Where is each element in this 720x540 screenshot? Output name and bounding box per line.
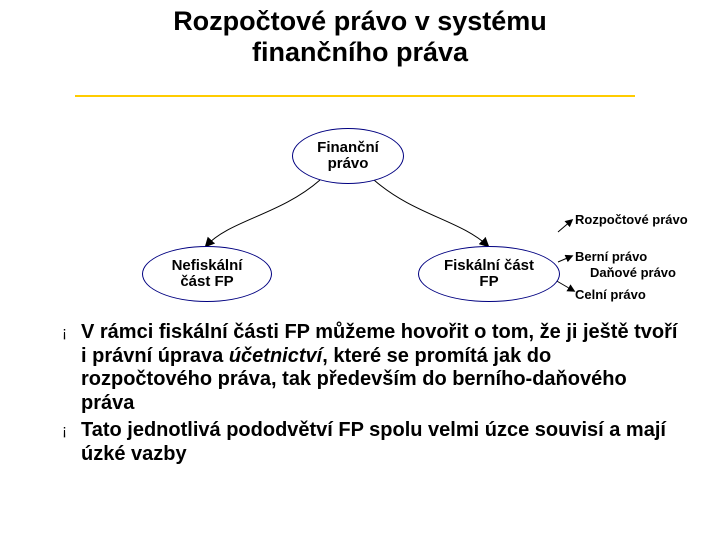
node-left-line1: Nefiskální: [172, 257, 243, 274]
bullet-item: ¡ Tato jednotlivá pododvětví FP spolu vel…: [62, 419, 682, 466]
node-top-line2: právo: [328, 155, 369, 172]
bullet-marker: ¡: [62, 419, 67, 443]
bullet-marker: ¡: [62, 321, 67, 345]
bullet-item: ¡ V rámci fiskální části FP můžeme hovoři…: [62, 321, 682, 415]
node-nefiskalni: Nefiskální část FP: [142, 246, 272, 302]
label-berni-pravo: Berní právo: [575, 250, 647, 264]
label-celni-pravo: Celní právo: [575, 288, 646, 302]
node-top-line1: Finanční: [317, 139, 379, 156]
node-left-line2: část FP: [180, 273, 233, 290]
slide: { "colors": { "background": "#ffffff", "…: [0, 0, 720, 540]
node-right-line1: Fiskální část: [444, 257, 534, 274]
label-rozpoctove-pravo: Rozpočtové právo: [575, 213, 688, 227]
node-fiskalni: Fiskální část FP: [418, 246, 560, 302]
node-financni-pravo: Finanční právo: [292, 128, 404, 184]
bullet-list: ¡ V rámci fiskální části FP můžeme hovoři…: [62, 321, 682, 471]
bullet-text: Tato jednotlivá pododvětví FP spolu velm…: [81, 419, 682, 466]
bullet-text: V rámci fiskální části FP můžeme hovořit…: [81, 321, 682, 415]
node-right-line2: FP: [479, 273, 498, 290]
label-danove-pravo: Daňové právo: [590, 266, 676, 280]
